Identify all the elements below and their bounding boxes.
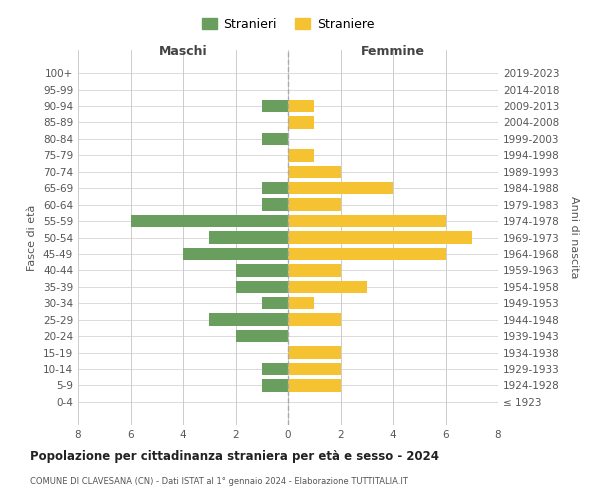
- Bar: [288, 215, 445, 227]
- Bar: [209, 314, 288, 326]
- Bar: [288, 149, 314, 162]
- Bar: [209, 232, 288, 243]
- Bar: [235, 280, 288, 293]
- Text: Popolazione per cittadinanza straniera per età e sesso - 2024: Popolazione per cittadinanza straniera p…: [30, 450, 439, 463]
- Bar: [130, 215, 288, 227]
- Bar: [288, 297, 314, 310]
- Bar: [288, 280, 367, 293]
- Bar: [183, 248, 288, 260]
- Bar: [288, 232, 472, 243]
- Bar: [262, 379, 288, 392]
- Bar: [235, 264, 288, 276]
- Bar: [288, 346, 341, 358]
- Bar: [288, 314, 341, 326]
- Bar: [288, 100, 314, 112]
- Bar: [262, 100, 288, 112]
- Text: COMUNE DI CLAVESANA (CN) - Dati ISTAT al 1° gennaio 2024 - Elaborazione TUTTITAL: COMUNE DI CLAVESANA (CN) - Dati ISTAT al…: [30, 478, 408, 486]
- Bar: [288, 248, 445, 260]
- Bar: [288, 182, 393, 194]
- Bar: [288, 198, 341, 211]
- Legend: Stranieri, Straniere: Stranieri, Straniere: [198, 14, 378, 34]
- Bar: [262, 182, 288, 194]
- Bar: [235, 330, 288, 342]
- Bar: [262, 133, 288, 145]
- Bar: [288, 166, 341, 178]
- Bar: [262, 297, 288, 310]
- Bar: [288, 116, 314, 128]
- Bar: [262, 363, 288, 375]
- Bar: [288, 264, 341, 276]
- Text: Femmine: Femmine: [361, 46, 425, 59]
- Bar: [288, 379, 341, 392]
- Y-axis label: Anni di nascita: Anni di nascita: [569, 196, 579, 279]
- Bar: [288, 363, 341, 375]
- Y-axis label: Fasce di età: Fasce di età: [28, 204, 37, 270]
- Bar: [262, 198, 288, 211]
- Text: Maschi: Maschi: [158, 46, 208, 59]
